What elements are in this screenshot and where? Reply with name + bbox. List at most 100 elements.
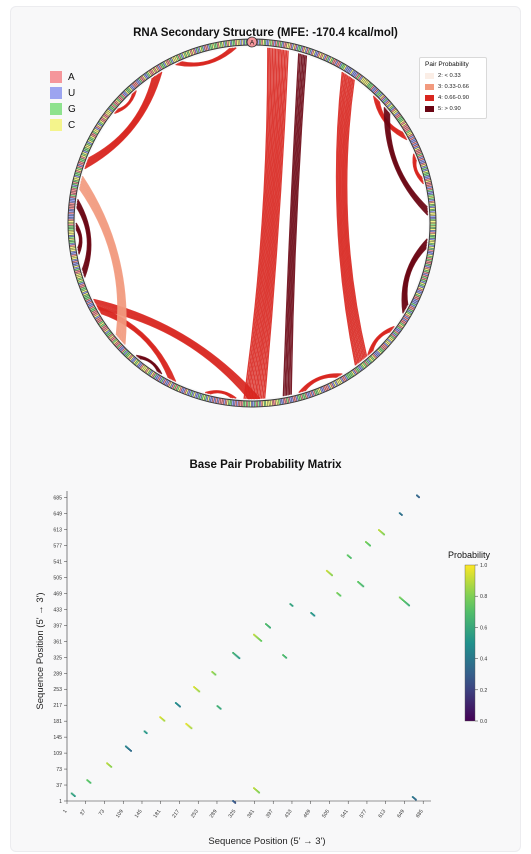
probability-cell (417, 495, 419, 498)
y-tick-label: 109 (53, 751, 62, 757)
nucleotide-tick (428, 194, 434, 197)
pair-arc (285, 54, 303, 396)
colorbar-tick-label: 0.8 (480, 594, 487, 600)
nucleotide-tick (334, 380, 339, 386)
nucleotide-tick (71, 189, 77, 192)
nucleotide-tick (361, 363, 366, 368)
nucleotide-tick (95, 125, 101, 130)
nucleotide-tick (123, 350, 128, 355)
nucleotide-tick (327, 56, 331, 62)
nucleotide-tick (394, 112, 399, 116)
y-tick-label: 37 (56, 783, 62, 789)
nucleotide-tick (423, 271, 429, 274)
x-tick-label: 649 (396, 809, 406, 820)
nucleotide-tick (427, 254, 433, 257)
nucleotide-tick (155, 375, 160, 380)
nucleotide-tick (83, 294, 89, 298)
nucleotide-tick (85, 145, 91, 149)
nucleotide-tick (230, 400, 232, 406)
nucleotide-tick (355, 367, 360, 373)
nucleotide-tick (69, 244, 75, 247)
nucleotide-tick (173, 384, 177, 390)
nucleotide-tick (318, 52, 322, 58)
nucleotide-tick (314, 389, 318, 396)
nucleotide-tick (284, 398, 287, 404)
colorbar-tick-label: 0.6 (480, 625, 487, 631)
probability-cell (198, 690, 201, 693)
nucleotide-tick (311, 391, 314, 397)
nucleotide-tick (352, 71, 357, 77)
nucleotide-tick (71, 191, 77, 194)
nucleotide-tick (183, 388, 187, 394)
nucleotide-tick (424, 176, 430, 180)
nucleotide-tick (129, 85, 134, 91)
nucleotide-tick (150, 69, 155, 75)
nucleotide-tick (93, 129, 99, 134)
probability-cell (125, 746, 128, 749)
nucleotide-tick (406, 311, 412, 315)
nucleotide-tick (381, 96, 387, 102)
pair-arc (335, 71, 357, 366)
nucleotide-tick (404, 128, 410, 132)
nucleotide-tick (71, 255, 77, 258)
nucleotide-tick (81, 289, 87, 293)
nucleotide-tick (422, 167, 428, 170)
nucleotide-tick (334, 60, 339, 66)
pair-arc (85, 74, 159, 165)
probability-cell (188, 725, 191, 728)
nucleotide-tick (154, 66, 159, 72)
x-tick-label: 1 (62, 809, 69, 815)
nucleotide-tick (357, 75, 362, 80)
nucleotide-tick (228, 40, 231, 46)
nucleotide-tick (230, 40, 232, 46)
nucleotide-tick (365, 360, 370, 365)
nucleotide-tick (343, 375, 347, 381)
nucleotide-tick (215, 397, 218, 404)
probability-cell (346, 554, 349, 557)
nucleotide-tick (160, 377, 164, 383)
nucleotide-tick (429, 241, 435, 244)
probability-cell (233, 652, 236, 655)
nucleotide-tick (78, 280, 84, 284)
nucleotide-tick (110, 105, 115, 110)
nucleotide-tick (105, 112, 110, 116)
nucleotide-tick (154, 374, 159, 380)
nucleotide-tick (75, 172, 81, 175)
nucleotide-tick (81, 153, 87, 157)
nucleotide-tick (362, 362, 367, 367)
nucleotide-tick (428, 251, 434, 254)
nucleotide-tick (74, 269, 81, 273)
nucleotide-tick (128, 354, 133, 360)
helix-arcs (75, 47, 429, 400)
probability-cell (313, 614, 316, 617)
nucleotide-tick (72, 262, 79, 265)
nucleotide-tick (170, 58, 174, 64)
nucleotide-tick (424, 175, 430, 178)
nucleotide-tick (70, 246, 76, 249)
nucleotide-tick (100, 118, 106, 123)
nucleotide-tick (424, 268, 430, 271)
prob-label-2: 2: < 0.33 (438, 72, 461, 79)
nucleotide-tick (425, 178, 431, 181)
nucleotide-tick (164, 379, 168, 385)
nucleotide-tick (305, 393, 308, 399)
nucleotide-tick (137, 79, 142, 84)
nucleotide-tick (197, 47, 201, 53)
probability-cell (214, 673, 217, 676)
nucleotide-tick (376, 91, 381, 96)
nucleotide-tick (111, 104, 116, 109)
nucleotide-tick (295, 45, 299, 51)
probability-cell (367, 542, 369, 545)
pair-arc (260, 50, 286, 399)
nucleotide-tick (143, 367, 148, 372)
nucleotide-tick (411, 301, 417, 305)
nucleotide-tick (69, 243, 75, 245)
probability-cell (256, 636, 258, 639)
nucleotide-tick (94, 128, 100, 132)
pair-arc (93, 298, 261, 400)
nucleotide-tick (297, 45, 300, 51)
pair-arc (80, 181, 123, 341)
nucleotide-tick (413, 298, 419, 302)
nucleotide-tick (212, 43, 215, 49)
probability-cell (232, 651, 235, 654)
